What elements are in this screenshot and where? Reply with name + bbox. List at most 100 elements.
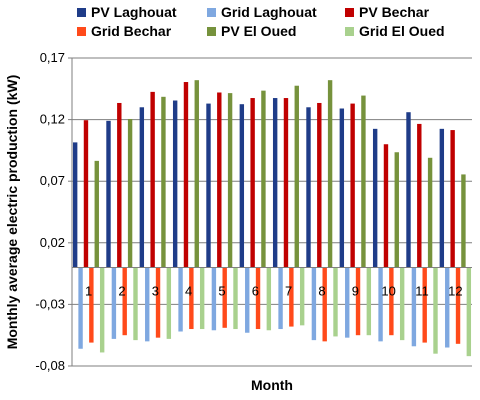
legend-label: Grid Bechar — [91, 23, 172, 39]
x-tick-label: 11 — [415, 283, 429, 298]
bar — [199, 267, 205, 330]
bar — [461, 174, 466, 268]
legend-label: PV El Oued — [221, 23, 296, 39]
bar — [450, 130, 455, 268]
legend: PV Laghouat Grid Laghouat PV Bechar Grid Be… — [77, 4, 445, 39]
bar — [355, 267, 361, 336]
bar — [194, 80, 199, 268]
bar — [127, 118, 133, 268]
x-tick-label: 10 — [381, 283, 395, 298]
y-tick-label: 0,07 — [40, 173, 65, 188]
bar — [78, 267, 83, 349]
legend-label: PV Bechar — [359, 4, 430, 20]
bar — [172, 100, 178, 268]
bar — [206, 103, 211, 268]
bar — [327, 80, 333, 268]
bar — [445, 267, 450, 348]
bar — [183, 82, 189, 268]
legend-label: Grid El Oued — [359, 23, 445, 39]
bar — [145, 267, 150, 342]
bar — [161, 96, 166, 268]
legend-swatch — [77, 8, 86, 17]
x-tick-label: 3 — [152, 283, 159, 298]
bar — [378, 267, 383, 342]
bar — [189, 267, 194, 330]
bar — [83, 120, 89, 268]
bar — [394, 152, 399, 268]
bar — [278, 267, 283, 330]
bar — [122, 267, 127, 336]
x-tick-label: 8 — [318, 283, 325, 298]
y-tick-label: 0,02 — [40, 235, 65, 250]
x-tick-label: 7 — [285, 283, 292, 298]
bar — [133, 267, 138, 341]
bar — [455, 267, 461, 344]
bar — [222, 267, 227, 328]
bar — [411, 267, 417, 347]
bar — [117, 102, 122, 268]
gridlines — [72, 57, 472, 367]
bar — [211, 267, 217, 331]
bar — [389, 267, 394, 336]
bar — [266, 267, 272, 331]
bar — [155, 267, 161, 338]
bar — [322, 267, 327, 342]
x-tick-label: 6 — [252, 283, 259, 298]
legend-swatch — [345, 8, 354, 17]
bar — [317, 102, 322, 268]
legend-label: PV Laghouat — [91, 4, 177, 20]
bar — [245, 267, 250, 333]
x-tick-label: 9 — [352, 283, 359, 298]
bar — [339, 108, 345, 268]
bar — [250, 98, 255, 268]
bar — [283, 98, 289, 268]
bar — [417, 123, 422, 268]
x-tick-label: 2 — [118, 283, 125, 298]
bar — [94, 160, 99, 268]
bar — [272, 98, 278, 268]
bar — [89, 267, 94, 343]
bar — [150, 91, 155, 268]
bar — [306, 107, 311, 268]
bar — [345, 267, 350, 338]
bar — [433, 267, 438, 354]
bar — [217, 92, 222, 268]
x-tick-label: 4 — [185, 283, 192, 298]
legend-swatch — [77, 27, 86, 36]
bar — [422, 267, 427, 343]
bar — [383, 144, 389, 268]
legend-swatch — [345, 27, 354, 36]
bar — [466, 267, 472, 357]
bar — [111, 267, 117, 339]
y-tick-label: 0,12 — [40, 112, 65, 127]
bar — [406, 112, 411, 268]
bar — [294, 85, 299, 268]
bar — [311, 267, 317, 341]
y-tick-label: 0,17 — [40, 50, 65, 65]
bar — [99, 267, 105, 353]
bar — [233, 267, 238, 330]
bar — [106, 120, 111, 268]
y-tick-label: -0,08 — [35, 358, 65, 373]
bar — [361, 95, 366, 268]
bar — [239, 104, 245, 268]
legend-swatch — [207, 27, 216, 36]
y-tick-label: -0,03 — [35, 296, 65, 311]
bar — [227, 93, 233, 268]
bar — [427, 157, 433, 268]
bar — [289, 267, 294, 327]
bar — [299, 267, 305, 326]
bars — [72, 80, 472, 357]
bar — [399, 267, 405, 341]
bar — [178, 267, 183, 332]
axes: -0,08-0,030,020,070,120,171 2 3 4 5 6 7 8 9 10 11 1… — [35, 50, 472, 373]
x-tick-label: 12 — [448, 283, 462, 298]
bar — [72, 142, 78, 268]
y-axis-title: Monthly average electric production (kW) — [4, 75, 20, 350]
x-axis-title: Month — [251, 377, 293, 393]
bar — [261, 90, 266, 268]
legend-label: Grid Laghouat — [221, 4, 317, 20]
bar — [255, 267, 261, 330]
